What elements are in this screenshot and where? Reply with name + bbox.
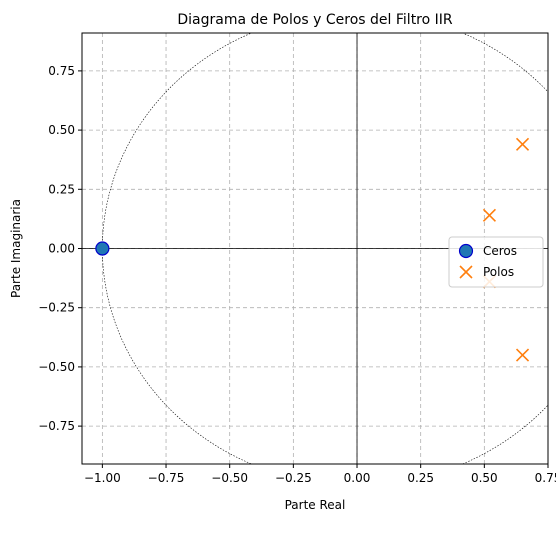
y-axis-label: Parte Imaginaria	[9, 199, 23, 298]
legend-pole-marker	[459, 265, 473, 279]
x-tick-label: 0.25	[407, 471, 434, 485]
y-ticks: −0.75 −0.50 −0.25 0.00 0.25 0.50 0.75	[38, 64, 82, 433]
y-tick-label: 0.00	[48, 242, 75, 256]
x-tick-label: −0.75	[148, 471, 185, 485]
zero-marker	[95, 241, 110, 256]
legend-label: Polos	[483, 265, 514, 279]
x-axis-label: Parte Real	[285, 498, 346, 512]
x-tick-label: −0.25	[275, 471, 312, 485]
x-tick-label: 0.75	[535, 471, 556, 485]
y-tick-label: 0.50	[48, 123, 75, 137]
legend-zero-marker	[458, 243, 474, 259]
x-tick-label: −1.00	[84, 471, 121, 485]
chart-title: Diagrama de Polos y Ceros del Filtro IIR	[177, 12, 453, 28]
x-ticks: −1.00 −0.75 −0.50 −0.25 0.00 0.25 0.50 0.75	[84, 464, 556, 485]
y-tick-label: −0.75	[38, 419, 75, 433]
x-tick-label: 0.00	[344, 471, 371, 485]
y-tick-label: 0.25	[48, 182, 75, 196]
pole-marker	[482, 208, 496, 222]
y-tick-label: −0.50	[38, 360, 75, 374]
pole-marker	[515, 137, 530, 151]
y-tick-label: −0.25	[38, 301, 75, 315]
y-tick-label: 0.75	[48, 64, 75, 78]
legend: Ceros Polos	[448, 236, 544, 288]
pole-marker	[515, 348, 530, 362]
legend-label: Ceros	[483, 244, 517, 258]
x-tick-label: 0.50	[471, 471, 498, 485]
x-tick-label: −0.50	[211, 471, 248, 485]
